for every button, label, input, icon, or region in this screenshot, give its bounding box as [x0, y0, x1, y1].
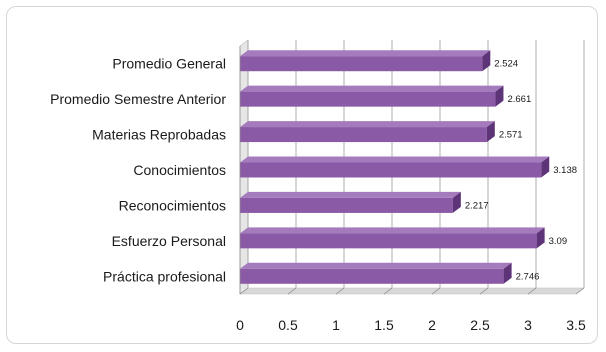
- x-tick-label: 2.5: [470, 317, 490, 333]
- bar-top: [240, 50, 491, 57]
- floor-gridline: [479, 287, 489, 295]
- value-label: 2.524: [494, 59, 518, 70]
- bar: [240, 233, 537, 249]
- bar-top: [240, 191, 461, 198]
- category-label: Práctica profesional: [103, 268, 226, 284]
- bar-end: [495, 85, 504, 107]
- floor-gridline: [431, 287, 441, 295]
- x-tick-label: 3.5: [566, 317, 586, 333]
- floor-gridline: [287, 287, 297, 295]
- bar-top: [240, 85, 504, 92]
- floor-gridline: [383, 287, 393, 295]
- category-label: Materias Reprobadas: [92, 127, 226, 143]
- bar-top: [240, 227, 545, 234]
- x-tick-label: 0: [236, 317, 244, 333]
- value-label: 2.217: [465, 200, 489, 211]
- floor-gridline: [335, 287, 345, 295]
- bar: [240, 56, 483, 72]
- floor-gridline: [575, 287, 585, 295]
- bar-end: [452, 191, 461, 213]
- bar-end: [536, 227, 545, 249]
- floor-gridline: [527, 287, 537, 295]
- x-tick-label: 0.5: [278, 317, 298, 333]
- category-label: Promedio Semestre Anterior: [50, 91, 226, 107]
- value-label: 3.138: [553, 165, 577, 176]
- bar: [240, 197, 453, 213]
- floor-gridline: [239, 287, 249, 295]
- bar-end: [541, 156, 550, 178]
- bar: [240, 162, 542, 178]
- x-tick-label: 1: [332, 317, 340, 333]
- value-label: 2.571: [499, 130, 523, 141]
- value-label: 2.746: [516, 271, 540, 282]
- bar-end: [503, 262, 512, 284]
- bar: [240, 268, 504, 284]
- value-label: 3.09: [549, 236, 568, 247]
- bar-top: [240, 262, 512, 269]
- x-tick-label: 3: [524, 317, 532, 333]
- x-tick-label: 1.5: [374, 317, 394, 333]
- category-label: Reconocimientos: [119, 197, 226, 213]
- bar-end: [486, 121, 495, 143]
- category-label: Esfuerzo Personal: [112, 233, 226, 249]
- bar-end: [482, 50, 491, 72]
- category-label: Promedio General: [112, 56, 226, 72]
- category-label: Conocimientos: [133, 162, 226, 178]
- value-label: 2.661: [507, 94, 531, 105]
- x-tick-label: 2: [428, 317, 436, 333]
- bar-top: [240, 156, 550, 163]
- bar: [240, 127, 487, 143]
- bar-top: [240, 121, 495, 128]
- bar: [240, 91, 496, 107]
